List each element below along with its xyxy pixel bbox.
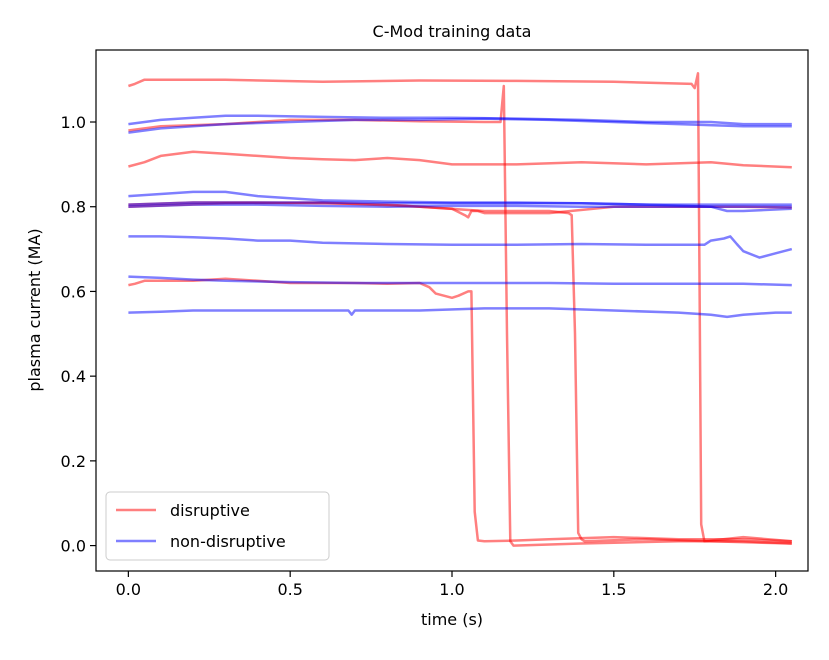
y-tick-label: 0.6 bbox=[61, 282, 86, 301]
series-line-non-disruptive bbox=[128, 235, 793, 259]
series-layer bbox=[128, 72, 793, 547]
y-tick-label: 0.4 bbox=[61, 367, 86, 386]
series-line-non-disruptive bbox=[128, 275, 792, 287]
series-line-non-disruptive bbox=[128, 201, 792, 206]
y-tick-label: 0.0 bbox=[61, 537, 86, 556]
series-line-non-disruptive bbox=[128, 203, 792, 208]
legend-label-non-disruptive: non-disruptive bbox=[170, 532, 286, 551]
series-line-disruptive bbox=[128, 84, 792, 547]
x-tick-label: 1.0 bbox=[439, 580, 464, 599]
x-tick-label: 0.5 bbox=[277, 580, 302, 599]
chart-title: C-Mod training data bbox=[373, 22, 532, 41]
x-axis-label: time (s) bbox=[421, 610, 483, 629]
y-tick-label: 0.8 bbox=[61, 198, 86, 217]
legend-label-disruptive: disruptive bbox=[170, 501, 250, 520]
series-line-non-disruptive bbox=[128, 117, 792, 134]
y-tick-label: 0.2 bbox=[61, 452, 86, 471]
x-tick-label: 2.0 bbox=[763, 580, 788, 599]
x-tick-label: 0.0 bbox=[116, 580, 141, 599]
x-tick-label: 1.5 bbox=[601, 580, 626, 599]
series-line-disruptive bbox=[128, 150, 792, 169]
legend-box bbox=[105, 491, 330, 561]
series-line-non-disruptive bbox=[128, 307, 792, 319]
y-tick-label: 1.0 bbox=[61, 113, 86, 132]
plot-area-frame bbox=[95, 49, 809, 572]
series-line-disruptive bbox=[128, 72, 792, 543]
legend: disruptive non-disruptive bbox=[105, 491, 330, 561]
tick-layer: 0.0 0.5 1.0 1.5 2.0 0.0 0.2 0.4 0.6 0.8 1.0 bbox=[61, 113, 789, 599]
series-line-non-disruptive bbox=[128, 114, 792, 126]
y-axis-label: plasma current (MA) bbox=[25, 228, 44, 391]
